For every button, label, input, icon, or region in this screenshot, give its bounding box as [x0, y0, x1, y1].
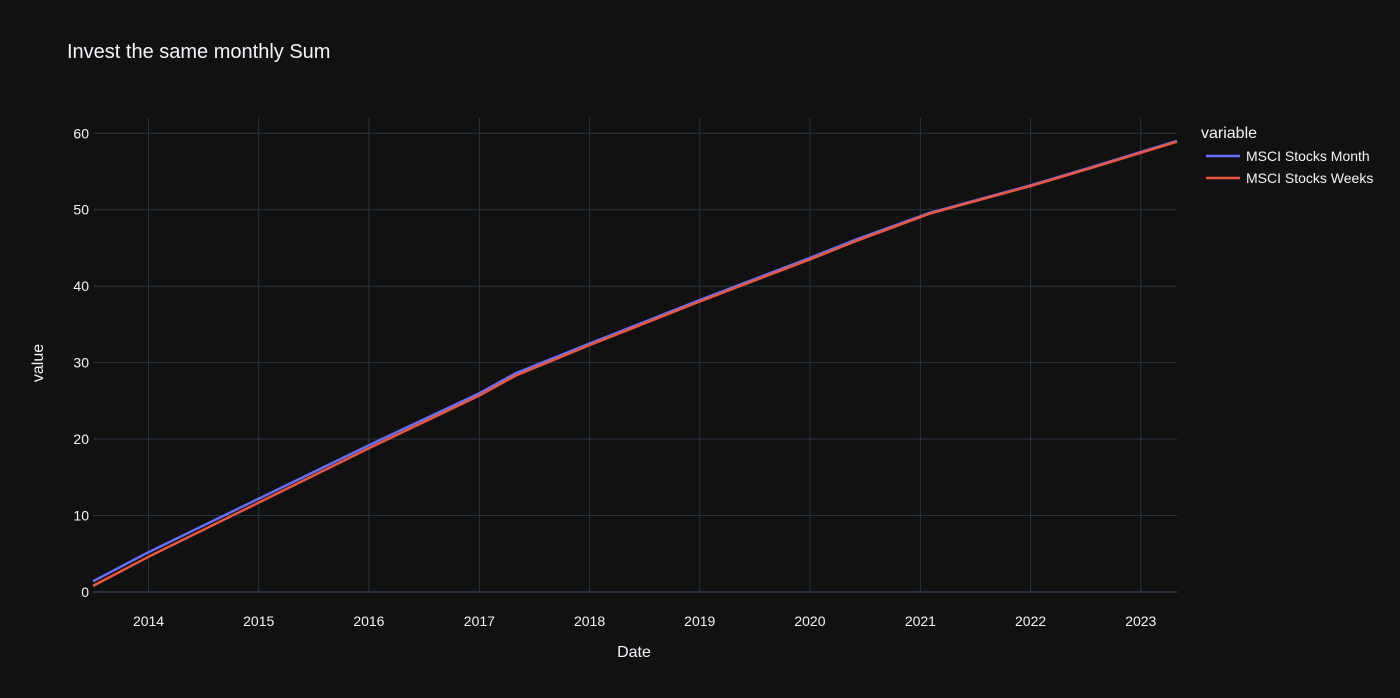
x-axis-title: Date	[617, 644, 651, 661]
legend-label: MSCI Stocks Weeks	[1246, 170, 1373, 186]
legend-items[interactable]: MSCI Stocks Month MSCI Stocks Weeks	[1206, 148, 1373, 186]
x-tick-label: 2017	[464, 613, 495, 629]
chart-title: Invest the same monthly Sum	[67, 41, 330, 63]
y-tick-label: 60	[73, 125, 89, 141]
y-tick-label: 50	[73, 202, 89, 218]
x-tick-label: 2016	[353, 613, 384, 629]
x-tick-label: 2019	[684, 613, 715, 629]
y-axis-title: value	[30, 344, 47, 382]
y-tick-label: 10	[73, 508, 89, 524]
legend[interactable]: variable MSCI Stocks Month MSCI Stocks We…	[1201, 125, 1373, 186]
legend-item[interactable]: MSCI Stocks Month	[1206, 148, 1370, 164]
x-tick-label: 2014	[133, 613, 164, 629]
y-tick-label: 20	[73, 431, 89, 447]
x-tick-label: 2023	[1125, 613, 1156, 629]
grid-layer	[93, 118, 1177, 593]
y-tick-label: 0	[81, 584, 89, 600]
series-line-msci-stocks-weeks[interactable]	[92, 140, 1178, 588]
x-tick-label: 2022	[1015, 613, 1046, 629]
legend-label: MSCI Stocks Month	[1246, 148, 1370, 164]
y-axis-ticks: 0 10 20 30 40 50 60	[73, 125, 89, 600]
x-tick-label: 2021	[905, 613, 936, 629]
legend-title: variable	[1201, 125, 1257, 142]
x-axis-ticks: 2014 2015 2016 2017 2018 2019 2020 2021 2022 2023	[133, 613, 1157, 629]
series-layer	[92, 139, 1178, 588]
y-tick-label: 40	[73, 278, 89, 294]
y-tick-label: 30	[73, 355, 89, 371]
legend-item[interactable]: MSCI Stocks Weeks	[1206, 170, 1373, 186]
x-tick-label: 2018	[574, 613, 605, 629]
x-tick-label: 2020	[794, 613, 825, 629]
x-tick-label: 2015	[243, 613, 274, 629]
